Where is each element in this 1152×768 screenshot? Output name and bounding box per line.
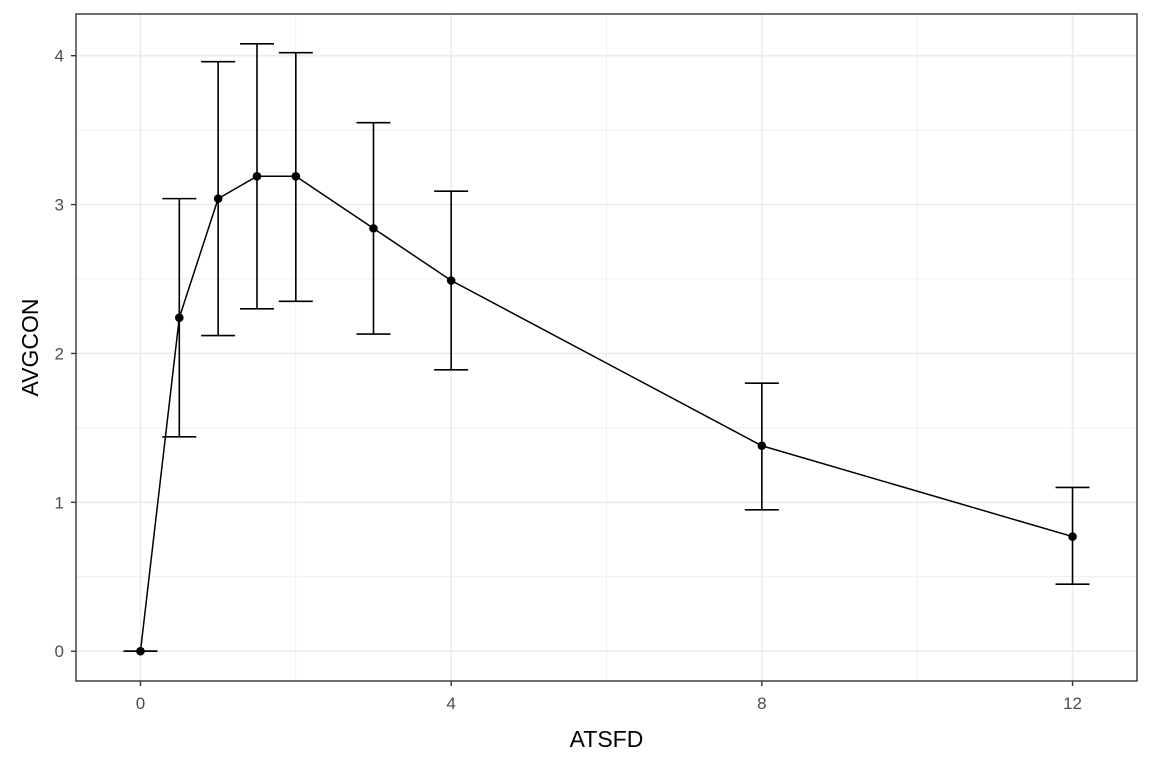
data-layer bbox=[123, 42, 1090, 656]
x-tick-label: 12 bbox=[1063, 694, 1082, 713]
x-tick-label: 8 bbox=[757, 694, 766, 713]
grid-layer bbox=[76, 14, 1137, 681]
x-tick-label: 0 bbox=[136, 694, 145, 713]
y-tick-label: 3 bbox=[55, 196, 64, 215]
x-tick-label: 4 bbox=[446, 694, 455, 713]
data-point bbox=[252, 171, 262, 181]
data-point bbox=[136, 646, 145, 656]
y-tick-label: 2 bbox=[55, 344, 64, 363]
data-point bbox=[757, 441, 767, 451]
y-tick-label: 0 bbox=[55, 642, 64, 661]
y-tick-label: 4 bbox=[55, 47, 64, 66]
x-axis-title: ATSFD bbox=[570, 726, 644, 752]
data-point bbox=[175, 313, 184, 323]
data-point bbox=[291, 171, 301, 181]
data-point bbox=[446, 276, 456, 285]
panel-border bbox=[75, 13, 1138, 682]
y-axis-title: AVGCON bbox=[17, 299, 43, 397]
data-point bbox=[1068, 532, 1077, 541]
data-point bbox=[369, 224, 378, 233]
y-tick-label: 1 bbox=[55, 493, 64, 512]
data-point bbox=[213, 194, 223, 203]
